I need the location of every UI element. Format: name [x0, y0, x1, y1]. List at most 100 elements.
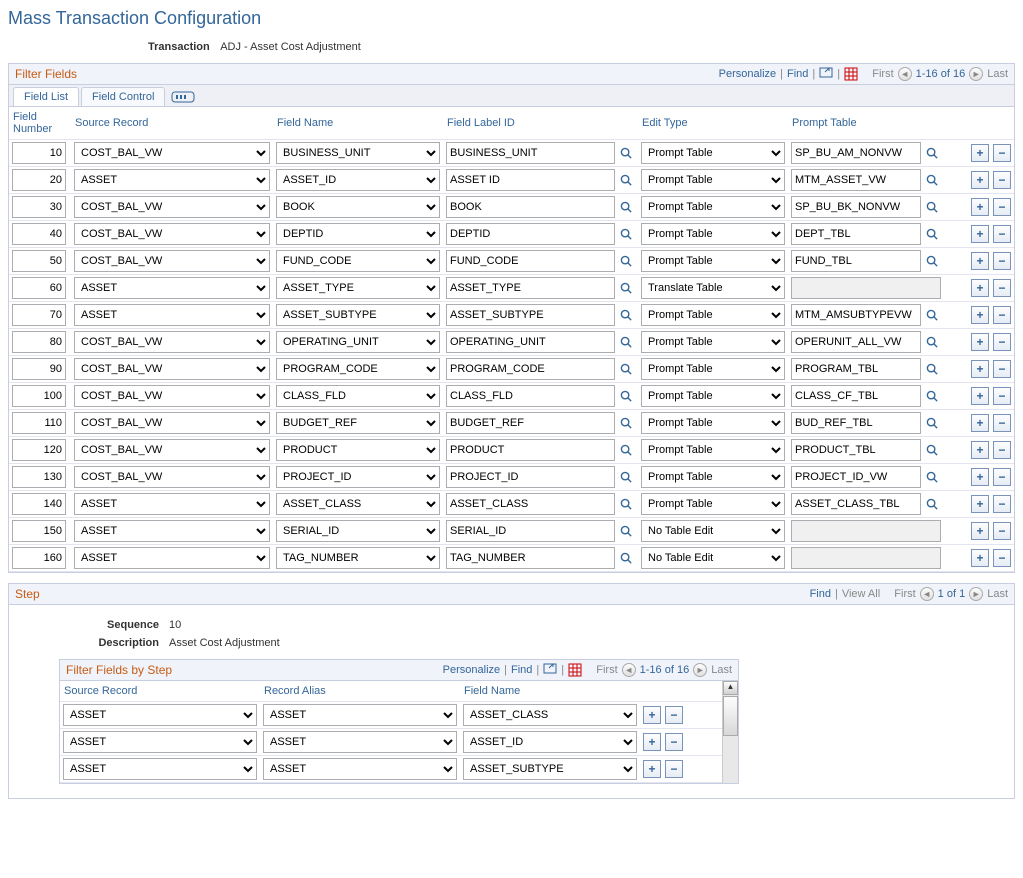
add-row-button[interactable]: + — [971, 549, 989, 567]
source-record-select[interactable]: ASSET — [74, 277, 270, 299]
prompt-table-input[interactable] — [791, 412, 921, 434]
inner-field-name-select[interactable]: ASSET_ID — [463, 731, 637, 753]
delete-row-button[interactable]: − — [993, 360, 1011, 378]
delete-row-button[interactable]: − — [993, 225, 1011, 243]
edit-type-select[interactable]: Prompt Table — [641, 358, 785, 380]
lookup-icon[interactable] — [923, 360, 941, 378]
source-record-select[interactable]: ASSET — [74, 547, 270, 569]
inner-record-alias-select[interactable]: ASSET — [263, 704, 457, 726]
step-nav-first[interactable]: First — [894, 588, 915, 600]
prompt-table-input[interactable] — [791, 493, 921, 515]
field-name-select[interactable]: SERIAL_ID — [276, 520, 440, 542]
nav-next-button[interactable]: ► — [969, 67, 983, 81]
inner-field-name-select[interactable]: ASSET_CLASS — [463, 704, 637, 726]
lookup-icon[interactable] — [617, 198, 635, 216]
lookup-icon[interactable] — [617, 252, 635, 270]
add-row-button[interactable]: + — [971, 495, 989, 513]
tab-field-control[interactable]: Field Control — [81, 87, 165, 106]
col-source-record[interactable]: Source Record — [71, 113, 273, 133]
field-number-input[interactable] — [12, 520, 66, 542]
personalize-link[interactable]: Personalize — [719, 68, 776, 80]
delete-row-button[interactable]: − — [993, 414, 1011, 432]
col-edit-type[interactable]: Edit Type — [638, 113, 788, 133]
inner-personalize-link[interactable]: Personalize — [443, 664, 500, 676]
expand-tabs-icon[interactable] — [171, 90, 195, 104]
lookup-icon[interactable] — [923, 144, 941, 162]
inner-col-source-record[interactable]: Source Record — [60, 681, 260, 701]
add-row-button[interactable]: + — [643, 706, 661, 724]
lookup-icon[interactable] — [617, 441, 635, 459]
source-record-select[interactable]: ASSET — [74, 493, 270, 515]
field-number-input[interactable] — [12, 358, 66, 380]
field-name-select[interactable]: DEPTID — [276, 223, 440, 245]
lookup-icon[interactable] — [617, 495, 635, 513]
source-record-select[interactable]: COST_BAL_VW — [74, 142, 270, 164]
prompt-table-input[interactable] — [791, 304, 921, 326]
add-row-button[interactable]: + — [971, 468, 989, 486]
inner-field-name-select[interactable]: ASSET_SUBTYPE — [463, 758, 637, 780]
add-row-button[interactable]: + — [971, 252, 989, 270]
lookup-icon[interactable] — [617, 360, 635, 378]
inner-record-alias-select[interactable]: ASSET — [263, 758, 457, 780]
field-number-input[interactable] — [12, 493, 66, 515]
field-number-input[interactable] — [12, 169, 66, 191]
field-label-id-input[interactable] — [446, 493, 615, 515]
edit-type-select[interactable]: Prompt Table — [641, 304, 785, 326]
delete-row-button[interactable]: − — [993, 306, 1011, 324]
field-name-select[interactable]: ASSET_CLASS — [276, 493, 440, 515]
lookup-icon[interactable] — [617, 387, 635, 405]
field-number-input[interactable] — [12, 331, 66, 353]
lookup-icon[interactable] — [923, 468, 941, 486]
field-label-id-input[interactable] — [446, 196, 615, 218]
lookup-icon[interactable] — [617, 306, 635, 324]
lookup-icon[interactable] — [617, 522, 635, 540]
source-record-select[interactable]: COST_BAL_VW — [74, 439, 270, 461]
tab-field-list[interactable]: Field List — [13, 87, 79, 106]
field-number-input[interactable] — [12, 142, 66, 164]
col-prompt-table[interactable]: Prompt Table — [788, 113, 944, 133]
step-nav-prev-button[interactable]: ◄ — [920, 587, 934, 601]
edit-type-select[interactable]: No Table Edit — [641, 547, 785, 569]
field-name-select[interactable]: OPERATING_UNIT — [276, 331, 440, 353]
delete-row-button[interactable]: − — [993, 495, 1011, 513]
add-row-button[interactable]: + — [971, 360, 989, 378]
field-label-id-input[interactable] — [446, 331, 615, 353]
delete-row-button[interactable]: − — [993, 198, 1011, 216]
field-label-id-input[interactable] — [446, 304, 615, 326]
field-name-select[interactable]: BUDGET_REF — [276, 412, 440, 434]
prompt-table-input[interactable] — [791, 142, 921, 164]
delete-row-button[interactable]: − — [993, 333, 1011, 351]
delete-row-button[interactable]: − — [665, 760, 683, 778]
delete-row-button[interactable]: − — [993, 441, 1011, 459]
delete-row-button[interactable]: − — [993, 144, 1011, 162]
field-label-id-input[interactable] — [446, 412, 615, 434]
col-field-number[interactable]: Field Number — [9, 107, 71, 139]
delete-row-button[interactable]: − — [993, 549, 1011, 567]
step-viewall-link[interactable]: View All — [842, 588, 880, 600]
inner-find-link[interactable]: Find — [511, 664, 532, 676]
prompt-table-input[interactable] — [791, 169, 921, 191]
edit-type-select[interactable]: Prompt Table — [641, 223, 785, 245]
source-record-select[interactable]: COST_BAL_VW — [74, 466, 270, 488]
lookup-icon[interactable] — [617, 171, 635, 189]
prompt-table-input[interactable] — [791, 223, 921, 245]
delete-row-button[interactable]: − — [993, 252, 1011, 270]
source-record-select[interactable]: COST_BAL_VW — [74, 331, 270, 353]
field-number-input[interactable] — [12, 250, 66, 272]
lookup-icon[interactable] — [923, 252, 941, 270]
field-name-select[interactable]: PROJECT_ID — [276, 466, 440, 488]
find-link[interactable]: Find — [787, 68, 808, 80]
lookup-icon[interactable] — [923, 414, 941, 432]
source-record-select[interactable]: COST_BAL_VW — [74, 196, 270, 218]
field-label-id-input[interactable] — [446, 547, 615, 569]
field-name-select[interactable]: ASSET_ID — [276, 169, 440, 191]
field-name-select[interactable]: FUND_CODE — [276, 250, 440, 272]
step-nav-last[interactable]: Last — [987, 588, 1008, 600]
field-label-id-input[interactable] — [446, 250, 615, 272]
add-row-button[interactable]: + — [971, 522, 989, 540]
inner-scrollbar[interactable]: ▲ — [722, 681, 738, 783]
lookup-icon[interactable] — [923, 333, 941, 351]
field-label-id-input[interactable] — [446, 142, 615, 164]
prompt-table-input[interactable] — [791, 196, 921, 218]
inner-nav-next-button[interactable]: ► — [693, 663, 707, 677]
